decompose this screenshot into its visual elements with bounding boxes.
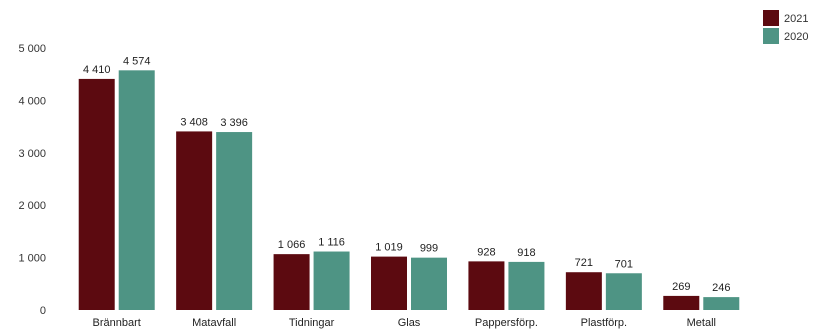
- category-label: Brännbart: [93, 317, 141, 329]
- category-label: Metall: [687, 317, 716, 329]
- data-label-2021-5: 721: [575, 257, 593, 269]
- bar-2020-6: [703, 297, 740, 310]
- category-label: Glas: [398, 317, 421, 329]
- bar-2021-2: [273, 254, 310, 310]
- data-label-2020-3: 999: [420, 243, 438, 255]
- category-label: Tidningar: [289, 317, 335, 329]
- data-label-2020-0: 4 574: [123, 55, 151, 67]
- bars: 4 410 4 574 3 408 3 396 1 066 1 116 1 019 999 92…: [78, 55, 740, 310]
- legend-swatch-2020: [763, 28, 779, 44]
- category-label: Pappersförp.: [475, 317, 538, 329]
- data-label-2021-3: 1 019: [375, 242, 403, 254]
- bar-2021-5: [565, 272, 602, 310]
- bar-2021-6: [663, 295, 700, 310]
- bar-2021-3: [371, 256, 407, 310]
- data-label-2020-1: 3 396: [220, 117, 248, 129]
- y-tick-label: 5 000: [18, 43, 46, 55]
- x-axis: Brännbart Matavfall Tidningar Glas Pappersfö…: [93, 317, 716, 329]
- data-label-2021-6: 269: [672, 281, 690, 293]
- y-tick-label: 1 000: [18, 253, 46, 265]
- data-label-2020-6: 246: [712, 282, 730, 294]
- legend: 2021 2020: [763, 10, 808, 44]
- data-label-2021-4: 928: [477, 246, 495, 258]
- data-label-2020-5: 701: [615, 258, 633, 270]
- bar-2020-5: [605, 273, 642, 310]
- bar-2021-1: [176, 131, 213, 310]
- y-tick-label: 4 000: [18, 95, 46, 107]
- bar-2020-4: [508, 261, 545, 310]
- bar-2021-4: [468, 261, 505, 310]
- y-axis: 0 1 000 2 000 3 000 4 000 5 000: [18, 43, 46, 317]
- legend-swatch-2021: [763, 10, 779, 26]
- data-label-2020-4: 918: [517, 247, 535, 259]
- bar-2021-0: [78, 78, 115, 310]
- data-label-2020-2: 1 116: [318, 237, 345, 249]
- bar-2020-0: [118, 70, 155, 310]
- data-label-2021-1: 3 408: [180, 116, 208, 128]
- category-label: Matavfall: [192, 317, 236, 329]
- legend-label-2021: 2021: [784, 13, 808, 25]
- bar-2020-2: [313, 251, 350, 310]
- data-label-2021-2: 1 066: [278, 239, 306, 251]
- data-label-2021-0: 4 410: [83, 64, 111, 76]
- y-tick-label: 0: [40, 305, 46, 317]
- y-tick-label: 3 000: [18, 148, 46, 160]
- legend-label-2020: 2020: [784, 31, 808, 43]
- category-label: Plastförp.: [581, 317, 627, 329]
- y-tick-label: 2 000: [18, 200, 46, 212]
- bar-2020-1: [216, 132, 253, 310]
- bar-2020-3: [411, 257, 447, 310]
